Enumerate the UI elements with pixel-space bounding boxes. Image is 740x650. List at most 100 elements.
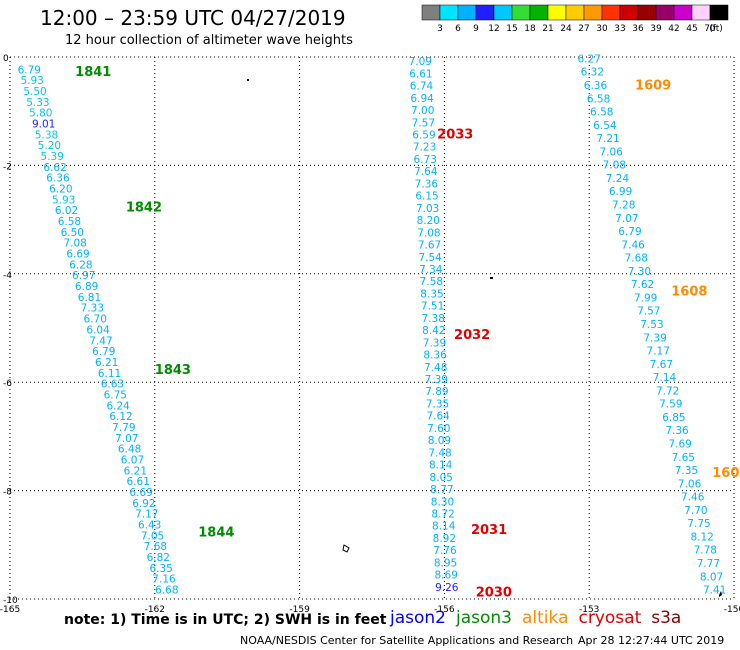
wave-height-value: 7.07 [115, 433, 138, 445]
pass-time-label: 1841 [75, 65, 111, 80]
wave-height-value: 6.35 [149, 563, 172, 575]
wave-height-value: 8.14 [429, 460, 453, 472]
wave-height-value: 6.21 [95, 357, 118, 369]
wave-height-value: 7.57 [637, 306, 660, 318]
color-tick-label: 21 [542, 24, 553, 34]
wave-height-value: 7.67 [418, 240, 441, 252]
credit-text: NOAA/NESDIS Center for Satellite Applica… [240, 634, 574, 647]
wave-height-value: 7.21 [596, 133, 619, 145]
wave-height-value: 6.99 [609, 186, 632, 198]
wave-height-value: 7.35 [675, 465, 698, 477]
axis-tick-labels: -165 -162 -159 -156 -153 -150 0 -2 -4 -6 -8 -10 [0, 54, 740, 615]
map-grid [9, 56, 735, 600]
wave-height-value: 7.39 [643, 332, 666, 344]
wave-height-value: 7.06 [599, 146, 623, 158]
lat-tick-label: -6 [3, 379, 12, 389]
wave-height-value: 7.46 [681, 492, 705, 504]
wave-height-value: 6.20 [49, 184, 72, 196]
wave-height-value: 7.77 [697, 558, 720, 570]
wave-height-value: 5.33 [26, 97, 49, 109]
wave-height-value: 6.79 [92, 346, 115, 358]
wave-height-value: 7.47 [89, 335, 112, 347]
wave-height-value: 8.77 [430, 484, 453, 496]
lat-tick-label: -10 [3, 596, 18, 606]
wave-height-value: 6.58 [587, 93, 610, 105]
wave-height-value: 7.58 [420, 276, 443, 288]
wave-height-value: 6.68 [155, 585, 178, 597]
lat-tick-label: 0 [3, 54, 9, 64]
wave-height-value: 6.15 [415, 191, 438, 203]
wave-height-value: 7.75 [687, 518, 710, 530]
wave-height-value: 7.62 [631, 279, 654, 291]
wave-height-value: 6.24 [106, 400, 130, 412]
wave-height-value: 6.48 [118, 444, 141, 456]
color-tick-label: 24 [560, 24, 572, 34]
color-tick-label: 3 [437, 24, 443, 34]
pass-time-label: 1609 [635, 79, 671, 94]
wave-height-value: 6.97 [72, 270, 95, 282]
wave-height-value: 7.72 [656, 385, 679, 397]
wave-height-value: 7.35 [426, 398, 449, 410]
track-east: 6.276.326.366.586.586.547.217.067.087.24… [578, 53, 727, 596]
wave-height-value: 7.69 [668, 439, 691, 451]
wave-height-value: 7.00 [411, 105, 434, 117]
wave-height-value: 6.59 [412, 129, 435, 141]
wave-height-value: 6.50 [61, 227, 84, 239]
lon-tick-label: -150 [724, 605, 740, 615]
wave-height-value: 8.20 [417, 215, 440, 227]
wave-height-value: 8.72 [431, 509, 454, 521]
satellite-name: altika [522, 608, 569, 628]
color-tick-label: 30 [596, 24, 608, 34]
wave-height-value: 8.42 [422, 325, 445, 337]
color-swatch [709, 4, 729, 21]
wave-height-value: 7.24 [606, 173, 630, 185]
wave-height-value: 6.79 [18, 64, 41, 76]
wave-height-value: 8.69 [435, 570, 458, 582]
wave-height-value: 7.23 [413, 142, 436, 154]
wave-height-value: 7.60 [427, 423, 450, 435]
lat-tick-label: -8 [3, 488, 12, 498]
wave-height-value: 7.70 [684, 505, 707, 517]
wave-height-value: 6.62 [43, 162, 66, 174]
wave-height-value: 9.01 [32, 118, 55, 130]
track-middle: 7.096.616.746.947.007.576.597.236.737.64… [409, 56, 459, 594]
wave-height-value: 6.92 [132, 498, 155, 510]
color-tick-label: 18 [524, 24, 536, 34]
wave-height-value: 6.89 [75, 281, 98, 293]
wave-height-value: 7.06 [678, 478, 702, 490]
wave-height-value: 6.61 [409, 68, 432, 80]
wave-height-value: 6.63 [101, 379, 124, 391]
generated-timestamp: Apr 28 12:27:44 UTC 2019 [578, 634, 725, 647]
color-tick-label: 15 [506, 24, 517, 34]
pass-labels: 1841 1842 1843 1844 2033 2032 2031 2030 1609 1608… [75, 65, 740, 600]
wave-height-value: 7.48 [424, 362, 447, 374]
lat-tick-label: -2 [3, 162, 12, 172]
wave-height-value: 8.09 [428, 435, 451, 447]
wave-height-value: 6.58 [58, 216, 81, 228]
color-tick-label: 42 [668, 24, 679, 34]
wave-height-value: 8.95 [434, 557, 457, 569]
wave-height-value: 6.36 [46, 173, 70, 185]
wave-height-value: 6.74 [410, 81, 434, 93]
wave-height-value: 7.48 [428, 447, 451, 459]
color-tick-label: 9 [473, 24, 479, 34]
satellite-name: jason3 [456, 608, 512, 628]
wave-height-value: 7.65 [672, 452, 695, 464]
wave-height-value: 8.14 [432, 521, 456, 533]
lat-tick-label: -4 [3, 271, 12, 281]
color-unit-label: (ft) [709, 24, 723, 34]
color-tick-label: 70 [704, 24, 716, 34]
color-tick-label: 36 [632, 24, 644, 34]
small-marker [247, 79, 249, 81]
wave-height-value: 7.41 [703, 585, 726, 597]
wave-height-value: 8.36 [423, 350, 447, 362]
wave-height-value: 6.04 [86, 324, 110, 336]
wave-height-value: 6.43 [138, 520, 161, 532]
wave-height-value: 6.28 [69, 259, 92, 271]
wave-height-value: 7.28 [612, 199, 635, 211]
map-subtitle: 12 hour collection of altimeter wave hei… [65, 33, 353, 48]
wave-height-value: 5.20 [38, 140, 61, 152]
satellite-legend: jason2 jason3 altika cryosat s3a [390, 608, 691, 628]
wave-height-value: 7.68 [144, 541, 167, 553]
wave-height-value: 7.30 [628, 266, 651, 278]
